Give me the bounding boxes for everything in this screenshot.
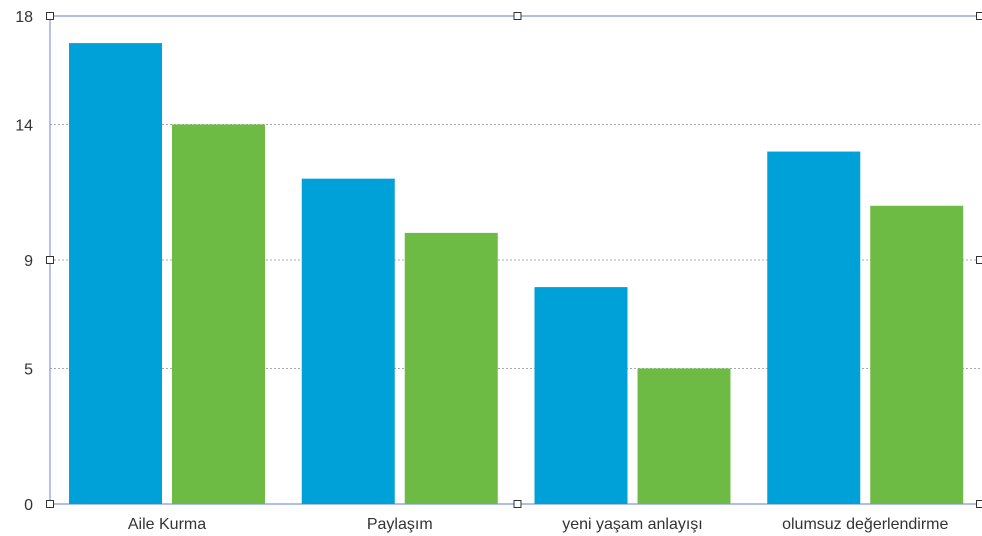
resize-handle[interactable]: [46, 256, 54, 264]
y-axis-ticks: 0 5 9 14 18: [15, 9, 33, 514]
x-axis-labels: Aile Kurma Paylaşım yeni yaşam anlayışı olu…: [128, 516, 949, 533]
bar-series1-0: [69, 43, 162, 504]
y-tick-label: 0: [24, 497, 33, 514]
bar-series1-1: [301, 178, 395, 504]
x-category-label: yeni yaşam anlayışı: [562, 516, 703, 533]
resize-handle[interactable]: [513, 12, 522, 20]
resize-handle[interactable]: [513, 500, 522, 508]
y-tick-label: 18: [15, 9, 33, 26]
selection-handles[interactable]: [46, 12, 982, 508]
bar-series2-2: [637, 368, 731, 504]
bar-series2-3: [870, 205, 964, 504]
bar-series2-1: [404, 232, 498, 504]
resize-handle[interactable]: [976, 256, 982, 264]
y-tick-label: 5: [24, 361, 33, 378]
bars: [69, 43, 964, 505]
x-category-label: Aile Kurma: [128, 516, 206, 533]
resize-handle[interactable]: [976, 500, 982, 508]
y-tick-label: 14: [15, 117, 33, 134]
bar-series2-0: [172, 124, 265, 504]
y-tick-label: 9: [24, 253, 33, 270]
resize-handle[interactable]: [46, 500, 54, 508]
resize-handle[interactable]: [976, 12, 982, 20]
resize-handle[interactable]: [46, 12, 54, 20]
x-category-label: Paylaşım: [367, 516, 433, 533]
gridlines: [50, 123, 981, 369]
x-category-label: olumsuz değerlendirme: [782, 516, 948, 533]
bar-series1-3: [767, 151, 861, 505]
bar-series1-2: [534, 287, 628, 504]
